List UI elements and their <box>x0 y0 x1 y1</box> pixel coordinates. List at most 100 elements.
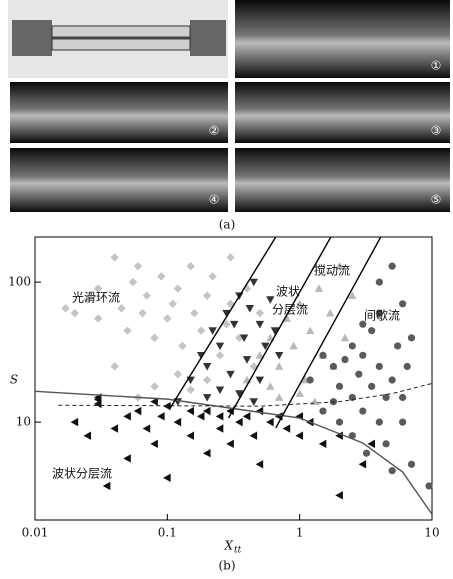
region-label: 分层流 <box>272 303 308 317</box>
point <box>110 424 119 433</box>
point <box>202 363 212 371</box>
point <box>266 382 275 390</box>
point <box>102 481 111 491</box>
point <box>138 308 147 318</box>
region-label: 光滑环流 <box>72 291 120 305</box>
point <box>222 320 231 329</box>
point <box>173 284 183 293</box>
point <box>61 304 70 313</box>
point <box>242 356 252 364</box>
point <box>163 473 171 483</box>
point <box>399 393 407 402</box>
boundary-line <box>35 390 432 515</box>
point <box>215 424 224 433</box>
point <box>249 278 258 287</box>
point <box>255 376 265 385</box>
point <box>208 272 217 281</box>
panel-label: ② <box>209 124 220 138</box>
photo-panels: ① ② ③ ④ ⑤ <box>8 0 450 212</box>
photo <box>10 82 228 143</box>
point <box>128 277 138 287</box>
point <box>425 482 433 490</box>
boundary-line <box>275 237 382 429</box>
point <box>335 491 343 500</box>
point <box>93 314 103 323</box>
point <box>306 376 314 384</box>
point <box>157 272 166 281</box>
point <box>249 398 258 406</box>
caption: (b) <box>218 559 235 573</box>
point <box>133 406 142 416</box>
point <box>133 261 143 271</box>
panel-label: ③ <box>431 124 442 138</box>
point <box>93 395 102 404</box>
point <box>375 362 383 371</box>
point <box>310 397 319 406</box>
point <box>70 417 79 427</box>
point <box>329 362 338 371</box>
photo <box>235 148 450 212</box>
panel-label: ① <box>431 59 442 73</box>
point <box>202 375 212 385</box>
point <box>157 412 165 421</box>
point <box>83 295 92 304</box>
boundary-line <box>169 237 277 409</box>
boundary-line <box>227 237 332 419</box>
photo <box>235 82 450 143</box>
device-end <box>12 20 52 56</box>
point <box>382 440 390 448</box>
point <box>168 299 178 309</box>
panel-label: ⑤ <box>431 193 442 207</box>
point <box>266 296 275 304</box>
point <box>295 299 304 308</box>
point <box>367 439 376 449</box>
point <box>255 351 265 359</box>
point <box>123 454 131 463</box>
point <box>83 431 92 440</box>
photo <box>235 0 450 78</box>
point <box>249 431 258 440</box>
point <box>226 299 235 309</box>
point <box>319 407 327 415</box>
point <box>348 342 356 350</box>
point <box>202 406 211 416</box>
point <box>215 412 224 421</box>
point <box>266 417 274 427</box>
point <box>355 370 363 378</box>
panel-label: ④ <box>209 193 220 207</box>
point <box>368 382 376 390</box>
caption: (a) <box>219 218 236 232</box>
point <box>186 385 195 395</box>
point <box>375 278 383 286</box>
y-tick-label: 100 <box>8 275 31 289</box>
boundary-line <box>58 382 432 407</box>
x-tick-label: 1 <box>296 526 304 540</box>
point <box>163 314 172 323</box>
region-label: 间歇流 <box>364 309 400 323</box>
x-axis-label-subscript: tt <box>234 546 242 556</box>
point <box>314 284 324 292</box>
point <box>399 418 407 426</box>
point <box>388 262 396 270</box>
point <box>142 291 152 300</box>
point <box>282 424 291 433</box>
point <box>319 351 327 359</box>
point <box>274 393 284 401</box>
point <box>226 253 235 262</box>
point <box>274 351 284 360</box>
photo <box>10 148 228 212</box>
y-axis-label: S <box>10 373 18 387</box>
point <box>150 439 158 449</box>
point <box>340 333 350 342</box>
point <box>394 342 402 350</box>
point <box>362 449 371 457</box>
point <box>325 308 335 317</box>
point <box>335 261 344 270</box>
point <box>295 389 304 397</box>
x-tick-label: 10 <box>424 526 439 540</box>
point <box>305 326 315 335</box>
point <box>208 327 217 335</box>
point <box>110 362 119 371</box>
point <box>196 412 205 421</box>
